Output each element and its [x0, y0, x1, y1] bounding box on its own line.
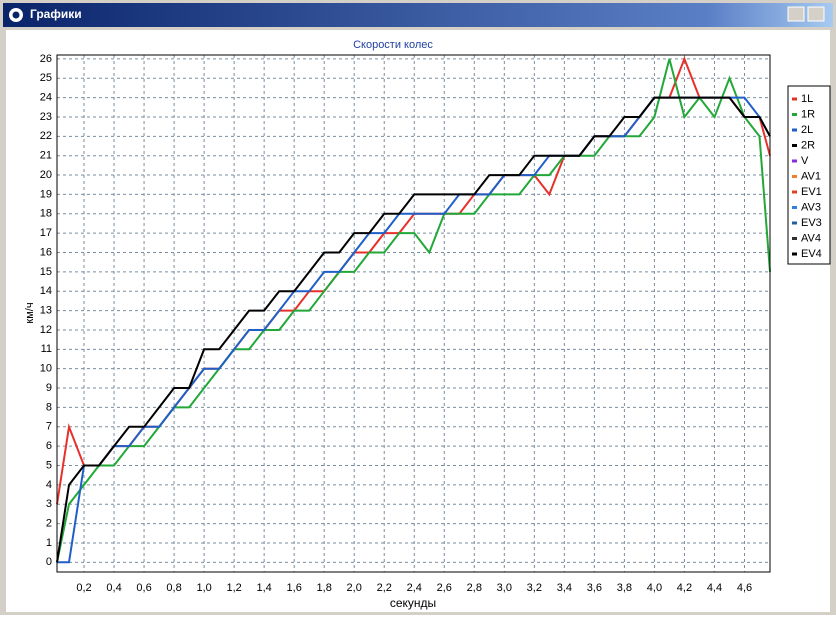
plot-area	[56, 54, 771, 573]
legend-swatch	[792, 113, 797, 116]
x-tick-label: 4,4	[707, 582, 722, 594]
legend-swatch	[792, 237, 797, 240]
x-tick-label: 3,6	[587, 582, 602, 594]
y-tick-label: 18	[40, 208, 52, 220]
y-tick-label: 3	[46, 498, 52, 510]
legend-swatch	[792, 190, 797, 194]
x-tick-label: 1,8	[317, 582, 332, 594]
window-title: Графики	[30, 7, 82, 21]
x-tick-label: 2,6	[437, 582, 452, 594]
y-tick-label: 4	[46, 479, 52, 491]
y-tick-label: 20	[40, 169, 52, 181]
x-tick-label: 4,2	[677, 582, 692, 594]
legend-label: AV3	[801, 201, 821, 213]
y-tick-label: 5	[46, 459, 52, 471]
y-tick-label: 23	[40, 111, 52, 123]
y-tick-label: 11	[41, 343, 52, 355]
x-axis-label: секунды	[390, 596, 436, 610]
legend-swatch	[792, 144, 797, 147]
y-tick-label: 19	[40, 188, 52, 200]
legend-swatch	[792, 175, 797, 178]
x-tick-label: 3,0	[497, 582, 512, 594]
y-tick-label: 14	[40, 285, 52, 297]
legend-label: 2R	[801, 139, 815, 151]
legend-swatch	[792, 128, 797, 132]
x-tick-label: 0,4	[106, 582, 121, 594]
x-tick-label: 2,2	[377, 582, 392, 594]
y-tick-label: 21	[40, 150, 52, 162]
x-tick-label: 1,2	[226, 582, 241, 594]
x-tick-label: 2,4	[407, 582, 422, 594]
legend-label: 1R	[801, 108, 815, 120]
x-tick-label: 0,2	[76, 582, 91, 594]
y-tick-label: 1	[46, 537, 52, 549]
legend-swatch	[792, 159, 797, 163]
chart-title: Скорости колес	[353, 39, 433, 51]
legend-label: EV1	[801, 186, 822, 198]
x-tick-label: 4,0	[647, 582, 662, 594]
x-tick-label: 2,8	[467, 582, 482, 594]
y-axis-label: км/ч	[24, 302, 36, 323]
maximize-button[interactable]	[807, 6, 825, 22]
x-tick-label: 3,4	[557, 582, 572, 594]
window-icon-dot	[12, 11, 20, 19]
y-tick-label: 2	[46, 517, 52, 529]
y-tick-label: 15	[40, 266, 52, 278]
legend-swatch	[792, 206, 797, 209]
x-tick-label: 1,0	[196, 582, 211, 594]
legend-label: AV4	[801, 232, 821, 244]
legend-label: EV3	[801, 217, 822, 229]
y-tick-label: 7	[46, 421, 52, 433]
y-tick-label: 17	[40, 227, 52, 239]
y-tick-label: 26	[40, 53, 52, 65]
legend-swatch	[792, 97, 797, 101]
series-line	[56, 96, 771, 563]
legend-swatch	[792, 221, 797, 225]
x-tick-label: 1,6	[287, 582, 302, 594]
y-tick-label: 22	[40, 130, 52, 142]
x-tick-label: 2,0	[347, 582, 362, 594]
legend-swatch	[792, 252, 797, 256]
legend-label: V	[801, 155, 809, 167]
x-tick-label: 4,6	[737, 582, 752, 594]
minimize-button[interactable]	[787, 6, 805, 22]
legend-label: EV4	[801, 248, 822, 260]
y-tick-label: 24	[40, 92, 52, 104]
x-tick-label: 0,6	[136, 582, 151, 594]
x-tick-label: 3,8	[617, 582, 632, 594]
y-tick-label: 0	[46, 556, 52, 568]
x-tick-label: 1,4	[256, 582, 271, 594]
y-tick-label: 16	[40, 246, 52, 258]
x-tick-label: 0,8	[166, 582, 181, 594]
y-tick-label: 12	[40, 324, 52, 336]
y-tick-label: 25	[40, 72, 52, 84]
y-tick-label: 9	[46, 382, 52, 394]
legend-label: AV1	[801, 170, 821, 182]
x-tick-label: 3,2	[527, 582, 542, 594]
legend-label: 2L	[801, 124, 813, 136]
legend-label: 1L	[801, 93, 813, 105]
plot-border	[56, 54, 771, 573]
title-bar	[3, 3, 833, 27]
y-tick-label: 13	[40, 305, 52, 317]
y-tick-label: 8	[46, 401, 52, 413]
y-tick-label: 6	[46, 440, 52, 452]
y-tick-label: 10	[40, 363, 52, 375]
